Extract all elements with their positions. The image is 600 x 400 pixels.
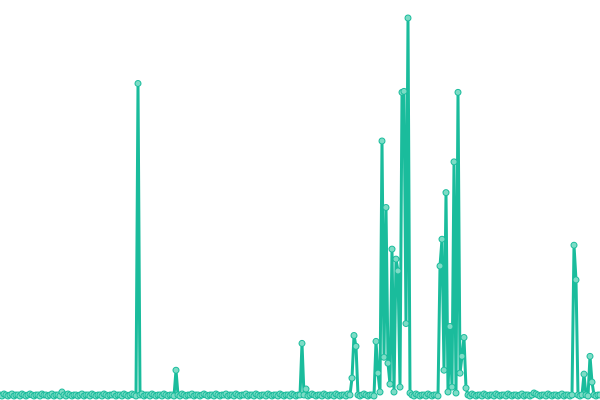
- data-point: [462, 384, 470, 392]
- data-point: [456, 369, 464, 377]
- data-point: [440, 366, 448, 374]
- data-point: [448, 383, 456, 391]
- data-point: [392, 255, 400, 263]
- data-point: [570, 241, 578, 249]
- data-point: [584, 392, 592, 400]
- data-point: [380, 353, 388, 361]
- data-point: [400, 87, 408, 95]
- data-point: [568, 391, 576, 399]
- data-point: [442, 189, 450, 197]
- data-point: [434, 392, 442, 400]
- data-point: [172, 366, 180, 374]
- data-point: [350, 331, 358, 339]
- series-line: [0, 16, 600, 398]
- data-point: [438, 235, 446, 243]
- series-points-group: [0, 14, 600, 400]
- data-point: [596, 391, 600, 399]
- data-point: [588, 378, 596, 386]
- data-point: [452, 389, 460, 397]
- data-point: [460, 333, 468, 341]
- data-point: [134, 79, 142, 87]
- data-point: [352, 342, 360, 350]
- data-point: [454, 88, 462, 96]
- data-point: [382, 203, 390, 211]
- data-point: [404, 14, 412, 22]
- data-point: [348, 374, 356, 382]
- data-point: [372, 337, 380, 345]
- data-point: [346, 391, 354, 399]
- data-point: [374, 369, 382, 377]
- data-point: [394, 267, 402, 275]
- data-point: [586, 352, 594, 360]
- data-point: [376, 388, 384, 396]
- data-point: [580, 370, 588, 378]
- data-point: [396, 383, 404, 391]
- data-point: [402, 320, 410, 328]
- data-point: [388, 245, 396, 253]
- data-point: [298, 339, 306, 347]
- data-point: [572, 276, 580, 284]
- data-point: [302, 385, 310, 393]
- data-point: [444, 388, 452, 396]
- data-point: [370, 392, 378, 400]
- data-point: [386, 380, 394, 388]
- data-point: [446, 323, 454, 331]
- series-line-group: [0, 16, 600, 398]
- data-point: [436, 262, 444, 270]
- data-point: [450, 158, 458, 166]
- data-point: [458, 352, 466, 360]
- data-point: [384, 359, 392, 367]
- data-point: [378, 137, 386, 145]
- data-point: [390, 388, 398, 396]
